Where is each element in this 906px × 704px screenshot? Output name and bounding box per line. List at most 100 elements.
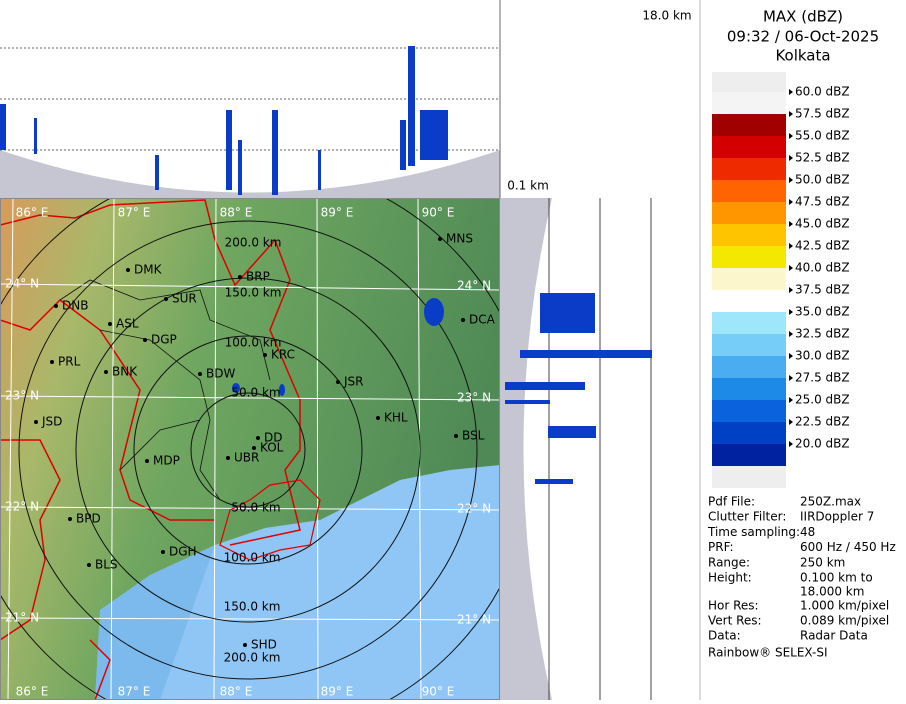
city-dot [256,436,260,440]
legend-band [712,378,786,400]
city-label: JSD [41,415,62,429]
city-label: DGP [151,333,177,347]
info-value: 0.100 km to [800,571,873,585]
range-label: 50.0 km [231,386,280,400]
legend-label: 27.5 dBZ [795,371,850,385]
side-profile [500,0,701,700]
range-label: 50.0 km [231,501,280,515]
city-label: UBR [234,451,259,465]
range-label: 200.0 km [224,651,281,665]
legend-station: Kolkata [775,47,830,65]
range-label: 150.0 km [224,600,281,614]
legend-overflow [712,72,786,92]
city-dot [143,338,147,342]
city-dot [461,318,465,322]
info-label: Data: [708,629,741,643]
info-value: Radar Data [800,629,868,643]
city-dot [104,370,108,374]
city-dot [54,304,58,308]
legend-tick [789,331,793,337]
city-label: KHL [384,411,408,425]
legend-tick [789,111,793,117]
city-label: BPD [76,512,101,526]
legend-band [712,356,786,378]
city-dot [34,420,38,424]
height-bottom: 0.1 km [507,179,549,193]
city-label: BSL [462,429,485,443]
legend-band [712,224,786,246]
range-label: 200.0 km [225,236,282,250]
lat-label: 21° N [5,611,39,625]
lon-label: 87° E [118,685,151,699]
legend-tick [789,155,793,161]
city-label: MNS [446,232,473,246]
lon-label: 88° E [220,685,253,699]
city-label: ASL [116,317,139,331]
top-profile [0,0,501,198]
legend-label: 55.0 dBZ [795,129,850,143]
city-dot [145,459,149,463]
legend-band [712,312,786,334]
city-dot [438,237,442,241]
city-dot [263,353,267,357]
legend-band [712,92,786,114]
city-dot [336,380,340,384]
info-value: 48 [800,525,815,539]
legend-label: 32.5 dBZ [795,327,850,341]
city-dot [226,456,230,460]
legend-band [712,444,786,466]
city-label: MDP [153,454,180,468]
legend-band [712,158,786,180]
city-dot [252,446,256,450]
legend-label: 52.5 dBZ [795,151,850,165]
city-dot [50,360,54,364]
legend-band [712,202,786,224]
legend-time: 09:32 / 06-Oct-2025 [727,28,879,46]
lat-label: 22° N [5,500,39,514]
city-dot [87,563,91,567]
legend-tick [789,89,793,95]
city-label: KRC [271,348,295,362]
city-label: SHD [251,638,277,652]
info-label: Time sampling: [707,525,800,539]
city-label: KOL [260,441,284,455]
lon-label: 90° E [422,685,455,699]
legend-label: 37.5 dBZ [795,283,850,297]
lon-label: 86° E [16,206,49,220]
lon-label: 87° E [118,206,151,220]
lat-label: 22° N [457,502,491,516]
city-label: DMK [134,263,163,277]
legend-label: 40.0 dBZ [795,261,850,275]
lon-label: 86° E [16,685,49,699]
legend-tick [789,287,793,293]
legend-tick [789,353,793,359]
lon-label: 88° E [220,206,253,220]
info-label: Hor Res: [708,599,759,613]
info-value: 1.000 km/pixel [800,599,889,613]
legend-tick [789,243,793,249]
legend-band [712,422,786,444]
city-dot [108,322,112,326]
city-dot [126,268,130,272]
height-top: 18.0 km [642,9,691,23]
city-dot [238,275,242,279]
info-label: Height: [708,571,752,585]
legend-band [712,400,786,422]
legend-band [712,290,786,312]
legend-band [712,136,786,158]
city-dot [68,517,72,521]
info-value: 18.000 km [800,585,864,599]
city-label: DCA [469,313,496,327]
legend-tick [789,177,793,183]
lon-label: 90° E [422,206,455,220]
lat-label: 23° N [457,391,491,405]
range-label: 150.0 km [225,286,282,300]
legend-tick [789,309,793,315]
legend-label: 20.0 dBZ [795,437,850,451]
legend-label: 47.5 dBZ [795,195,850,209]
legend-label: 57.5 dBZ [795,107,850,121]
city-label: JSR [343,375,364,389]
city-label: DD [264,431,282,445]
legend-tick [789,419,793,425]
